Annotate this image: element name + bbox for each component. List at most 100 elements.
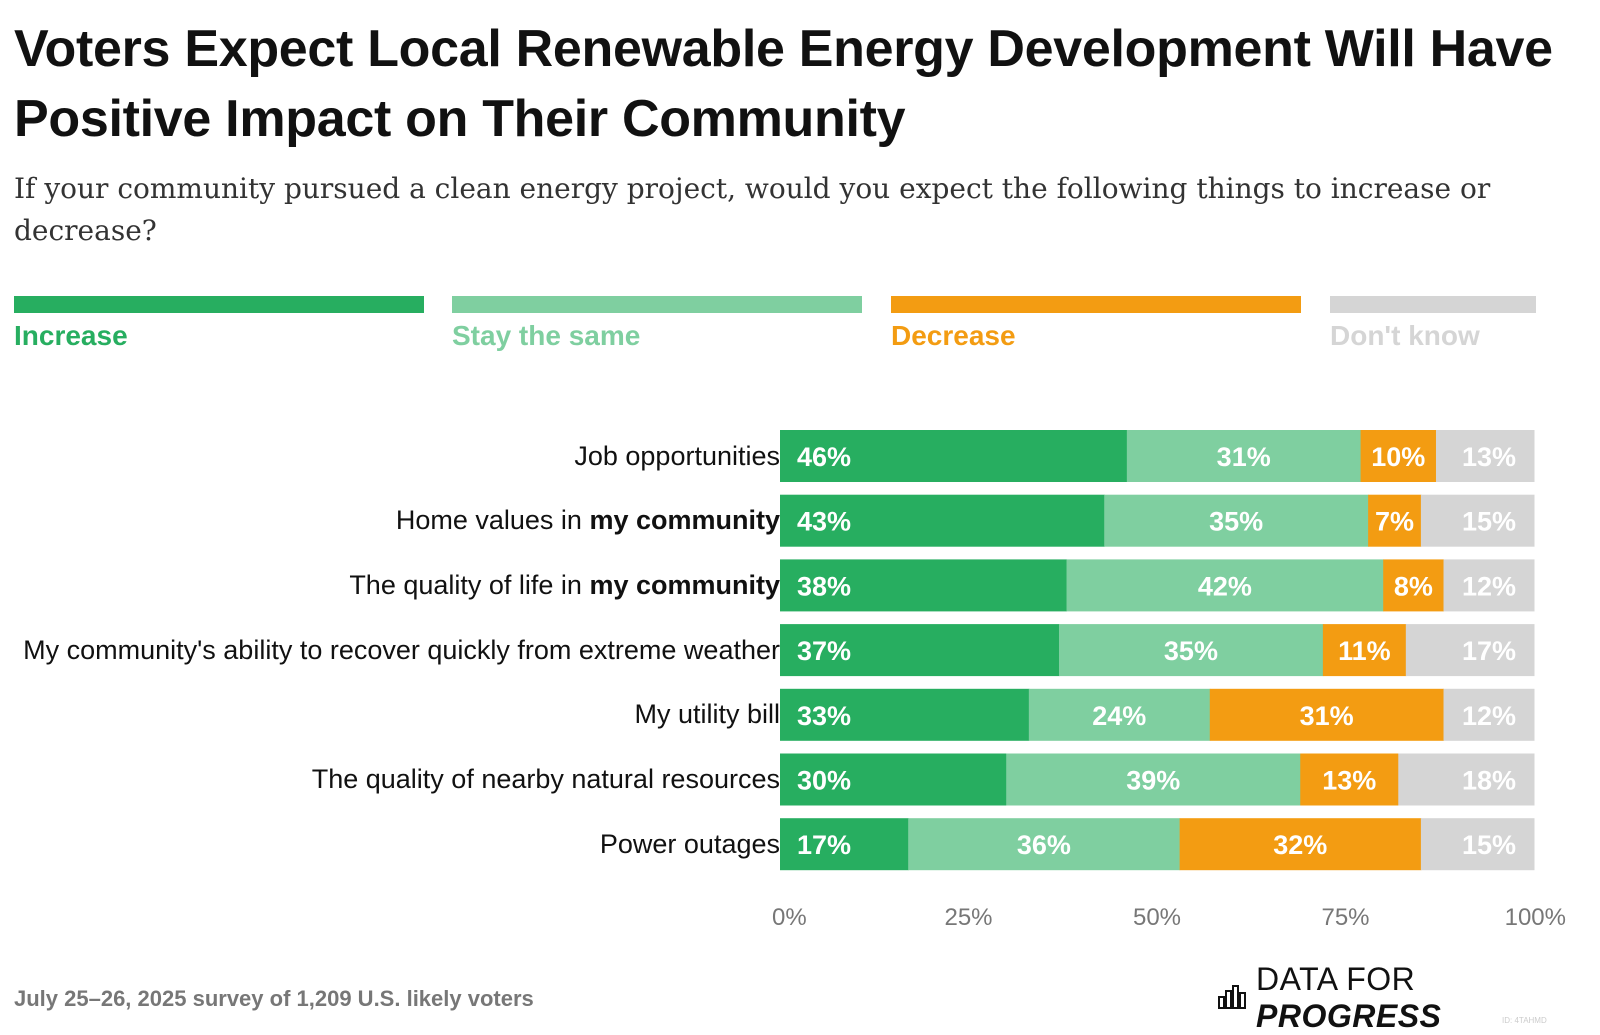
legend-swatch-dont-know — [1330, 296, 1536, 313]
bar-decrease-power-outages — [1179, 818, 1422, 871]
bar-stay-the-same-my-community-s-ability-to-recover-quickly-from-extreme-weather — [1058, 624, 1324, 677]
data-label-decrease-the-quality-of-life-in-my-community: 8% — [1394, 571, 1433, 601]
row-label-text: The quality of nearby natural resources — [311, 764, 780, 794]
brand-name: DATA FOR PROGRESS — [1256, 961, 1600, 1035]
bar-increase-the-quality-of-life-in-my-community — [780, 559, 1068, 612]
row-label-emphasis: my community — [589, 505, 780, 536]
legend-item-decrease: Decrease — [891, 296, 1301, 353]
legend-label-increase: Increase — [14, 320, 128, 351]
bar-decrease-job-opportunities — [1360, 430, 1437, 482]
bar-increase-my-utility-bill — [780, 688, 1030, 741]
survey-note: July 25–26, 2025 survey of 1,209 U.S. li… — [14, 986, 534, 1011]
bar-increase-home-values-in-my-community — [780, 494, 1105, 547]
data-label-increase-home-values-in-my-community: 43% — [797, 507, 851, 537]
row-label-text: Job opportunities — [574, 440, 780, 471]
data-label-don-t-know-the-quality-of-life-in-my-community: 12% — [1462, 571, 1516, 601]
data-label-don-t-know-job-opportunities: 13% — [1462, 442, 1516, 472]
data-label-don-t-know-home-values-in-my-community: 15% — [1462, 507, 1516, 537]
brand-name-regular: DATA FOR — [1256, 961, 1416, 997]
bar-stay-the-same-job-opportunities — [1126, 430, 1362, 482]
bar-increase-the-quality-of-nearby-natural-resources — [780, 753, 1007, 806]
data-label-stay-the-same-the-quality-of-nearby-natural-resources: 39% — [1126, 766, 1180, 796]
legend-label-stay-the-same: Stay the same — [452, 320, 641, 351]
data-label-increase-the-quality-of-nearby-natural-resources: 30% — [797, 766, 851, 796]
data-label-don-t-know-power-outages: 15% — [1462, 830, 1516, 860]
bar-stay-the-same-my-utility-bill — [1028, 688, 1211, 741]
data-label-don-t-know-my-utility-bill: 12% — [1462, 701, 1516, 731]
bar-stay-the-same-the-quality-of-nearby-natural-resources — [1006, 753, 1301, 806]
x-tick-label: 0% — [772, 904, 807, 931]
row-label-the-quality-of-life-in-my-community: The quality of life in my community — [0, 559, 780, 611]
chart-legend: Increase Stay the same Decrease Don't kn… — [14, 296, 1566, 356]
stacked-bar-chart: 46% 31% 10% 13% 43% 35% 7% 15% 38% 42% 8% 12% 37% 35%… — [772, 430, 1566, 931]
bar-decrease-my-community-s-ability-to-recover-quickly-from-extreme-weather — [1322, 624, 1407, 677]
row-label-text: Home values in my community — [395, 505, 780, 536]
data-label-stay-the-same-home-values-in-my-community: 35% — [1209, 507, 1263, 537]
legend-swatch-stay-the-same — [452, 296, 862, 313]
bar-stay-the-same-power-outages — [908, 818, 1181, 871]
data-label-stay-the-same-the-quality-of-life-in-my-community: 42% — [1198, 571, 1252, 601]
data-label-stay-the-same-power-outages: 36% — [1017, 830, 1071, 860]
data-label-increase-job-opportunities: 46% — [797, 442, 851, 472]
data-label-don-t-know-my-community-s-ability-to-recover-quickly-from-extreme-weather: 17% — [1462, 636, 1516, 666]
brand-logo: DATA FOR PROGRESS — [1218, 961, 1600, 1034]
bar-don-t-know-the-quality-of-life-in-my-community — [1443, 559, 1535, 612]
data-label-increase-the-quality-of-life-in-my-community: 38% — [797, 571, 851, 601]
data-label-decrease-power-outages: 32% — [1273, 830, 1327, 860]
row-label-power-outages: Power outages — [0, 818, 780, 870]
bar-increase-power-outages — [780, 818, 909, 871]
data-label-stay-the-same-my-community-s-ability-to-recover-quickly-from-extreme-weather: 35% — [1164, 636, 1218, 666]
bar-chart-logo-icon — [1218, 980, 1246, 1017]
row-label-home-values-in-my-community: Home values in my community — [0, 495, 780, 547]
data-label-increase-my-utility-bill: 33% — [797, 701, 851, 731]
row-label-emphasis: my community — [589, 569, 780, 600]
row-label-text: My utility bill — [634, 699, 780, 730]
legend-item-stay-the-same: Stay the same — [452, 296, 862, 353]
brand-name-bold: PROGRESS — [1256, 998, 1442, 1034]
bar-decrease-the-quality-of-nearby-natural-resources — [1300, 753, 1399, 806]
bar-don-t-know-my-utility-bill — [1443, 688, 1535, 741]
row-label-text: My community's ability to recover quickl… — [23, 634, 780, 665]
data-label-decrease-home-values-in-my-community: 7% — [1375, 507, 1414, 537]
bar-don-t-know-job-opportunities — [1435, 430, 1535, 482]
row-label-text: The quality of life in my community — [349, 569, 780, 600]
row-label-the-quality-of-nearby-natural-resources: The quality of nearby natural resources — [0, 754, 780, 806]
bar-decrease-my-utility-bill — [1209, 688, 1445, 741]
row-label-text: Power outages — [599, 828, 780, 859]
x-tick-label: 100% — [1505, 904, 1566, 931]
x-tick-label: 50% — [1133, 904, 1181, 931]
legend-label-dont-know: Don't know — [1330, 320, 1480, 351]
chart-title: Voters Expect Local Renewable Energy Dev… — [14, 20, 1553, 148]
data-label-increase-power-outages: 17% — [797, 830, 851, 860]
bar-decrease-the-quality-of-life-in-my-community — [1383, 559, 1445, 612]
data-label-stay-the-same-my-utility-bill: 24% — [1092, 701, 1146, 731]
legend-swatch-decrease — [891, 296, 1301, 313]
bar-don-t-know-home-values-in-my-community — [1420, 494, 1535, 547]
row-label-my-utility-bill: My utility bill — [0, 689, 780, 741]
data-label-don-t-know-the-quality-of-nearby-natural-resources: 18% — [1462, 766, 1516, 796]
legend-item-dont-know: Don't know — [1330, 296, 1536, 353]
bar-increase-my-community-s-ability-to-recover-quickly-from-extreme-weather — [780, 624, 1060, 677]
bar-stay-the-same-home-values-in-my-community — [1104, 494, 1369, 547]
bar-stay-the-same-the-quality-of-life-in-my-community — [1066, 559, 1384, 612]
row-label-my-community-s-ability-to-recover-quickly-from-extreme-weather: My community's ability to recover quickl… — [0, 624, 780, 676]
legend-label-decrease: Decrease — [891, 320, 1016, 351]
data-label-decrease-my-utility-bill: 31% — [1300, 701, 1354, 731]
data-label-increase-my-community-s-ability-to-recover-quickly-from-extreme-weather: 37% — [797, 636, 851, 666]
bar-increase-job-opportunities — [780, 430, 1128, 482]
data-label-decrease-my-community-s-ability-to-recover-quickly-from-extreme-weather: 11% — [1338, 636, 1391, 666]
chart-subtitle: If your community pursued a clean energy… — [14, 172, 1491, 247]
bar-don-t-know-power-outages — [1420, 818, 1535, 871]
bar-decrease-home-values-in-my-community — [1368, 494, 1422, 547]
data-label-decrease-job-opportunities: 10% — [1371, 442, 1425, 472]
bar-don-t-know-the-quality-of-nearby-natural-resources — [1398, 753, 1535, 806]
data-label-decrease-the-quality-of-nearby-natural-resources: 13% — [1322, 766, 1376, 796]
chart-id: ID: 4TAHMD — [1502, 1016, 1547, 1025]
row-label-job-opportunities: Job opportunities — [0, 430, 780, 482]
x-tick-label: 75% — [1321, 904, 1369, 931]
x-tick-label: 25% — [944, 904, 992, 931]
legend-item-increase: Increase — [14, 296, 424, 353]
bar-don-t-know-my-community-s-ability-to-recover-quickly-from-extreme-weather — [1405, 624, 1535, 677]
legend-swatch-increase — [14, 296, 424, 313]
data-label-stay-the-same-job-opportunities: 31% — [1217, 442, 1271, 472]
